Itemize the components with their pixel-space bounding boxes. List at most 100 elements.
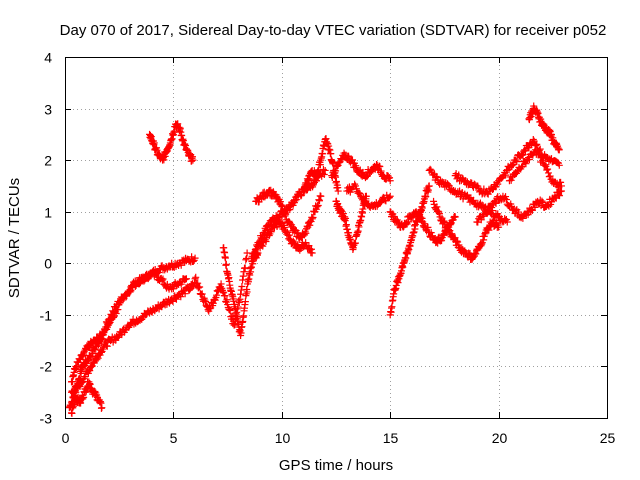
data-point-interp	[377, 167, 385, 175]
data-point-interp	[301, 228, 309, 236]
data-point-interp	[432, 172, 440, 180]
data-point-interp	[544, 165, 552, 173]
data-point-interp	[417, 213, 425, 221]
data-point-interp	[79, 352, 87, 360]
data-point-interp	[226, 306, 234, 314]
data-point-interp	[438, 237, 446, 245]
data-point-interp	[441, 218, 449, 226]
data-point-interp	[333, 162, 341, 170]
plot-frame	[65, 57, 608, 419]
y-tick-label: 3	[44, 102, 52, 118]
series-sat-p	[386, 208, 459, 247]
data-point-interp	[424, 223, 432, 231]
data-point-interp	[445, 182, 453, 190]
data-point-interp	[126, 288, 134, 296]
x-tick-label: 5	[170, 430, 178, 446]
data-point-interp	[472, 250, 480, 258]
data-point-interp	[265, 232, 273, 240]
data-point-interp	[285, 231, 293, 239]
data-point-interp	[359, 193, 367, 201]
data-point-interp	[435, 210, 443, 218]
data-point-interp	[85, 356, 93, 364]
series-sat-l	[328, 149, 394, 185]
data-point-interp	[238, 283, 246, 291]
data-point	[495, 223, 503, 231]
data-point-interp	[315, 196, 323, 204]
y-tick-label: 2	[44, 153, 52, 169]
data-point-interp	[482, 209, 490, 217]
data-point-interp	[337, 156, 345, 164]
y-tick-label: -2	[40, 359, 53, 375]
series-sat-s	[451, 136, 563, 198]
data-point-interp	[235, 298, 243, 306]
data-point	[243, 249, 251, 257]
data-point-interp	[72, 364, 80, 372]
y-axis-label: SDTVAR / TECUs	[6, 178, 23, 298]
data-point-interp	[292, 196, 300, 204]
data-point-interp	[556, 192, 564, 200]
data-point-interp	[242, 256, 250, 264]
data-point-interp	[477, 216, 485, 224]
data-point-interp	[277, 201, 285, 209]
series-sat-t	[473, 187, 565, 226]
x-axis-label: GPS time / hours	[279, 457, 393, 474]
data-point-interp	[418, 214, 426, 222]
data-point-interp	[201, 296, 209, 304]
data-point-interp	[158, 276, 166, 284]
data-point-interp	[169, 285, 177, 293]
data-point-interp	[127, 287, 135, 295]
grid-lines	[65, 57, 607, 418]
data-point-interp	[332, 167, 340, 175]
data-point-interp	[519, 151, 527, 159]
data-point-interp	[194, 284, 202, 292]
data-point-interp	[219, 288, 227, 296]
data-point-interp	[201, 298, 209, 306]
data-point-interp	[221, 292, 229, 300]
x-tick-label: 20	[492, 430, 508, 446]
data-point-interp	[377, 199, 385, 207]
data-point-interp	[332, 178, 340, 186]
data-point-interp	[525, 156, 533, 164]
data-point-interp	[485, 226, 493, 234]
data-point	[555, 161, 563, 169]
data-point-interp	[507, 176, 515, 184]
data-point	[317, 192, 325, 200]
data-points	[65, 102, 565, 417]
data-point-interp	[320, 170, 328, 178]
y-tick-label: 4	[44, 50, 52, 66]
data-point	[386, 177, 394, 185]
data-point-interp	[533, 146, 541, 154]
data-point-interp	[99, 343, 107, 351]
data-point-interp	[342, 214, 350, 222]
data-point-interp	[435, 208, 443, 216]
data-point-interp	[172, 295, 180, 303]
data-point	[425, 182, 433, 190]
data-point-interp	[280, 206, 288, 214]
data-point-interp	[308, 215, 316, 223]
data-point-interp	[509, 161, 517, 169]
data-point-interp	[222, 260, 230, 268]
data-point-interp	[440, 217, 448, 225]
data-point-interp	[280, 224, 288, 232]
axis-ticks	[65, 57, 608, 419]
data-point-interp	[93, 356, 101, 364]
x-tick-labels: 0 5 10 15 20 25	[62, 430, 616, 446]
data-point-interp	[159, 275, 167, 283]
data-point-interp	[136, 280, 144, 288]
data-point-interp	[329, 160, 337, 168]
data-point-interp	[192, 273, 200, 281]
y-tick-label: 0	[44, 256, 52, 272]
data-point	[182, 275, 190, 283]
data-point-interp	[243, 288, 251, 296]
data-point-interp	[338, 155, 346, 163]
series-sat-b	[68, 268, 190, 386]
data-point-interp	[546, 172, 554, 180]
data-point-interp	[481, 230, 489, 238]
data-point-interp	[87, 353, 95, 361]
data-point-interp	[296, 190, 304, 198]
data-point-interp	[433, 203, 441, 211]
data-point-interp	[305, 242, 313, 250]
data-point-interp	[188, 253, 196, 261]
data-point-interp	[480, 236, 488, 244]
data-point-interp	[88, 363, 96, 371]
